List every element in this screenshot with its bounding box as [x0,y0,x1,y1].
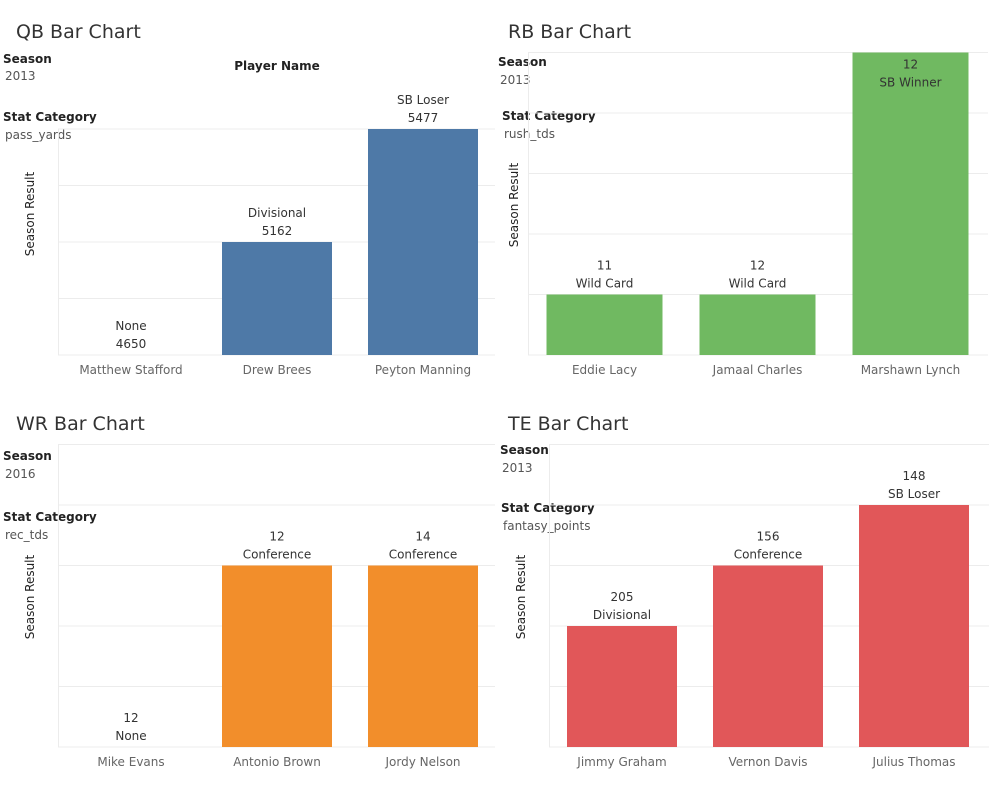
data-label: None [115,319,146,333]
data-label: Conference [734,548,803,562]
stat-filter-value[interactable]: rush_tds [504,127,555,141]
x-tick-label: Drew Brees [243,363,312,377]
bar[interactable] [222,242,332,355]
data-label: 12 [750,259,765,273]
season-filter-value[interactable]: 2013 [502,461,533,475]
data-label: Divisional [248,206,306,220]
data-label: 156 [757,530,780,544]
data-label: Wild Card [729,277,787,291]
data-label: SB Winner [879,76,941,90]
x-tick-label: Julius Thomas [871,755,955,769]
rb-bar-chart: 11 Wild Card Eddie Lacy 12 Wild Card Jamaal C… [528,52,988,377]
data-label: 12 [269,530,284,544]
x-tick-label: Jordy Nelson [384,755,460,769]
data-label: 12 [903,58,918,72]
chart-title: RB Bar Chart [508,21,632,43]
x-tick-label: Matthew Stafford [79,363,182,377]
season-filter-label: Season [3,52,52,66]
stat-filter-value[interactable]: pass_yards [5,128,72,142]
data-label: None [115,729,146,743]
y-axis-label: Season Result [23,554,37,640]
column-header: Player Name [234,59,320,73]
x-tick-label: Mike Evans [97,755,164,769]
data-label: 5477 [408,111,439,125]
data-label: 5162 [262,224,293,238]
x-tick-label: Peyton Manning [375,363,471,377]
data-label: 205 [611,590,634,604]
season-filter-label: Season [498,55,547,69]
data-label: Wild Card [576,277,634,291]
season-filter-label: Season [500,443,549,457]
bar[interactable] [222,565,332,748]
data-label: 11 [597,259,612,273]
qb-bar-chart: None 4650 Matthew Stafford Divisional 5162 Dr… [58,93,495,377]
bar[interactable] [546,294,663,356]
bar[interactable] [368,565,478,748]
x-tick-label: Marshawn Lynch [861,363,961,377]
x-tick-label: Antonio Brown [233,755,321,769]
x-tick-label: Jimmy Graham [576,755,666,769]
chart-title: QB Bar Chart [16,21,141,43]
data-label: 12 [123,711,138,725]
stat-filter-label: Stat Category [3,510,97,524]
stat-filter-label: Stat Category [3,110,97,124]
bar[interactable] [567,626,677,747]
stat-filter-value[interactable]: fantasy_points [503,519,591,533]
season-filter-value[interactable]: 2013 [5,69,36,83]
season-filter-value[interactable]: 2013 [500,73,531,87]
season-filter-label: Season [3,449,52,463]
y-axis-label: Season Result [23,171,37,257]
season-filter-value[interactable]: 2016 [5,467,36,481]
bar[interactable] [859,505,969,747]
data-label: 148 [903,469,926,483]
bar[interactable] [699,294,816,356]
te-bar-chart: 205 Divisional Jimmy Graham 156 Conference Ve… [549,444,989,769]
wr-bar-chart: 12 None Mike Evans 12 Conference Antonio Brow… [58,444,495,769]
x-tick-label: Eddie Lacy [572,363,637,377]
data-label: SB Loser [888,487,940,501]
x-tick-label: Jamaal Charles [712,363,803,377]
bar[interactable] [368,129,478,355]
stat-filter-value[interactable]: rec_tds [5,528,49,542]
data-label: 14 [415,530,430,544]
chart-title: TE Bar Chart [508,413,629,435]
bar[interactable] [852,52,969,356]
chart-title: WR Bar Chart [16,413,145,435]
y-axis-label: Season Result [514,554,528,640]
data-label: Conference [389,548,458,562]
bar[interactable] [713,565,823,748]
x-tick-label: Vernon Davis [728,755,807,769]
data-label: Conference [243,548,312,562]
data-label: 4650 [116,337,147,351]
y-axis-label: Season Result [507,162,521,248]
data-label: Divisional [593,608,651,622]
data-label: SB Loser [397,93,449,107]
